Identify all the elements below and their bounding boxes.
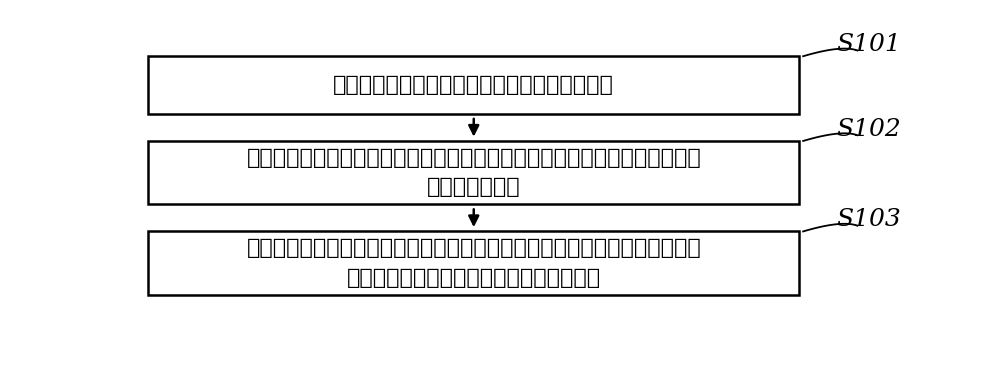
FancyBboxPatch shape [148,141,799,204]
Text: 若食品检测溶液中含有肌醇，则以山梨醇为内标物，采用内标法对食品检测溶
液进行检测，以确定待测食品中肌醇的含量: 若食品检测溶液中含有肌醇，则以山梨醇为内标物，采用内标法对食品检测溶 液进行检测… [246,238,701,288]
Text: 将待测食品、水及乙醇混合，制得食品检测溶液: 将待测食品、水及乙醇混合，制得食品检测溶液 [333,75,614,95]
Text: S102: S102 [837,118,901,141]
Text: 通过超高效液相色谱联用质谱仪对食品检测溶液进行检测，确定食品检测溶液
中是否含有肌醇: 通过超高效液相色谱联用质谱仪对食品检测溶液进行检测，确定食品检测溶液 中是否含有… [246,148,701,197]
FancyBboxPatch shape [148,231,799,295]
Text: S101: S101 [837,33,901,56]
FancyBboxPatch shape [148,56,799,114]
Text: S103: S103 [837,209,901,232]
